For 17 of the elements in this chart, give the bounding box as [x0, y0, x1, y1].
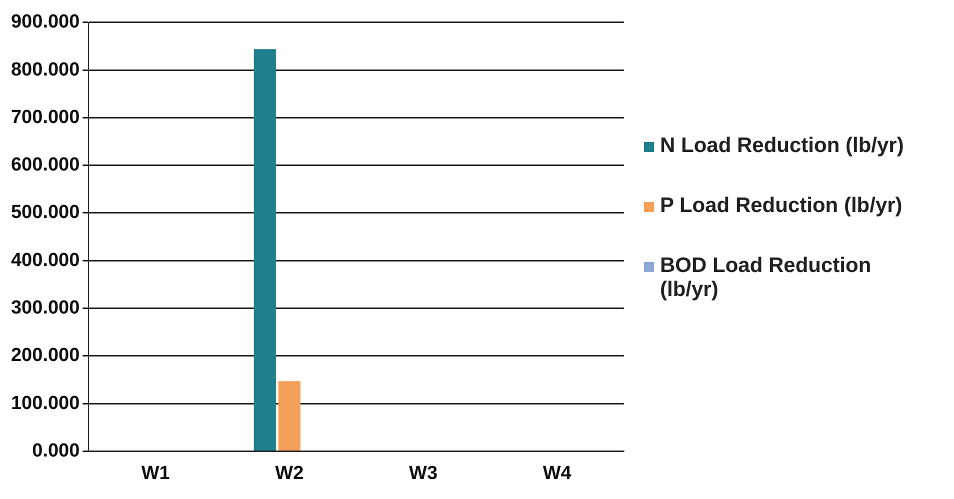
x-tick-label: W2 — [275, 462, 304, 484]
y-tick-label: 400.000 — [10, 250, 80, 271]
x-tick-label: W4 — [542, 462, 572, 484]
y-tick-label: 800.000 — [10, 59, 80, 80]
x-tick-label: W1 — [141, 462, 170, 484]
legend-label: P Load Reduction (lb/yr) — [660, 194, 902, 218]
y-tick-label: 700.000 — [10, 106, 80, 128]
y-tick-label: 200.000 — [10, 345, 80, 366]
y-tick-label: 300.000 — [10, 298, 80, 318]
y-tick-label: 500.000 — [10, 202, 80, 224]
y-tick-label: 600.000 — [10, 154, 80, 176]
y-tick-label: 900.000 — [10, 12, 80, 33]
legend-label: N Load Reduction (lb/yr) — [660, 134, 904, 158]
y-tick-label: 100.000 — [10, 392, 80, 414]
x-tick-label: W3 — [409, 462, 438, 484]
y-tick-label: 0.000 — [32, 440, 80, 462]
legend-label: BOD Load Reduction (lb/yr) — [660, 254, 872, 302]
